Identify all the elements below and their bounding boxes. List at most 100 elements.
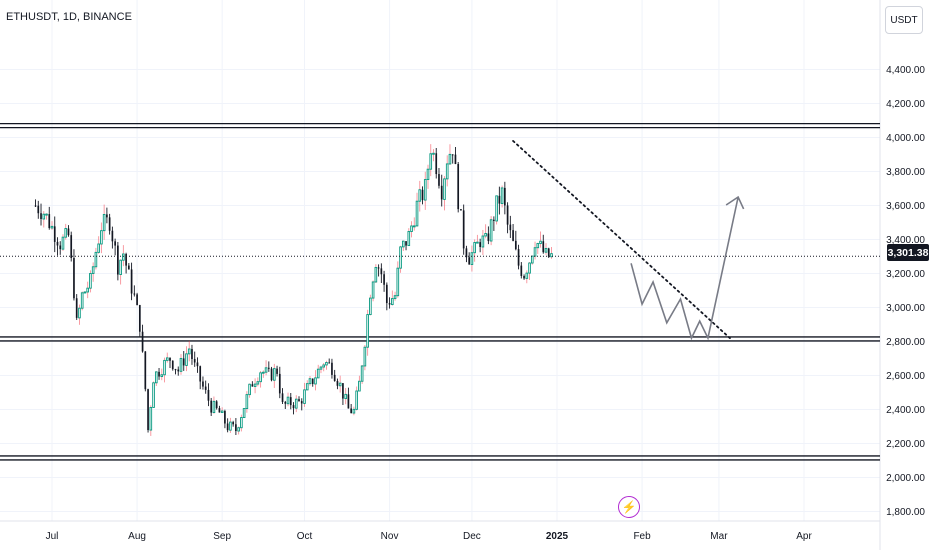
last-price-tag: 3,301.38 bbox=[887, 244, 929, 261]
symbol-title[interactable]: ETHUSDT, 1D, BINANCE bbox=[6, 11, 132, 23]
candle-body bbox=[325, 362, 328, 366]
candle-body bbox=[393, 295, 397, 300]
candle-body bbox=[371, 281, 375, 299]
time-tick-label: Mar bbox=[710, 531, 728, 542]
candle-body bbox=[224, 410, 226, 424]
candle-body bbox=[56, 241, 59, 246]
candle-body bbox=[117, 245, 119, 275]
candle-body bbox=[251, 384, 254, 387]
candle-body bbox=[276, 368, 278, 374]
price-tick-label: 4,200.00 bbox=[886, 99, 925, 110]
candle-body bbox=[423, 179, 427, 201]
candle-body bbox=[73, 258, 75, 299]
candle-body bbox=[114, 241, 116, 246]
support-resistance-levels[interactable] bbox=[0, 122, 880, 461]
candle-body bbox=[86, 287, 89, 293]
time-tick-label: Nov bbox=[381, 531, 399, 542]
candle-body bbox=[303, 389, 306, 404]
candle-body bbox=[152, 382, 155, 408]
candle-body bbox=[352, 408, 356, 414]
candle-body bbox=[91, 266, 95, 274]
candle-body bbox=[493, 219, 495, 221]
candle-body bbox=[399, 246, 402, 269]
candle-body bbox=[322, 364, 326, 368]
lightning-icon[interactable]: ⚡ bbox=[618, 496, 640, 518]
candle-body bbox=[292, 405, 295, 409]
price-tick-label: 3,600.00 bbox=[886, 201, 925, 212]
candle-body bbox=[67, 228, 70, 236]
candle-body bbox=[210, 400, 213, 413]
candle-body bbox=[232, 422, 234, 425]
candle-body bbox=[311, 378, 314, 384]
time-tick-label: Dec bbox=[463, 531, 481, 542]
candle-body bbox=[457, 164, 460, 210]
candle-body bbox=[426, 168, 430, 181]
candle-body bbox=[40, 213, 42, 219]
candle-body bbox=[336, 380, 339, 386]
candle-body bbox=[149, 407, 153, 431]
currency-button[interactable]: USDT bbox=[885, 6, 923, 34]
candle-body bbox=[300, 401, 303, 404]
candle-body bbox=[127, 265, 130, 270]
candle-body bbox=[278, 373, 281, 394]
price-tick-label: 2,600.00 bbox=[886, 371, 925, 382]
candle-body bbox=[489, 219, 493, 242]
candle-body bbox=[182, 358, 185, 366]
candle-body bbox=[484, 233, 487, 237]
forecast-arrowhead[interactable] bbox=[725, 195, 745, 210]
candle-body bbox=[435, 153, 438, 175]
candle-body bbox=[264, 367, 268, 373]
candle-body bbox=[262, 371, 265, 374]
candle-body bbox=[360, 365, 364, 382]
candle-body bbox=[443, 178, 446, 200]
candle-body bbox=[308, 378, 312, 385]
candle-body bbox=[196, 362, 199, 367]
time-tick-label: Apr bbox=[796, 531, 812, 542]
candle-body bbox=[94, 251, 98, 268]
forecast-path-layer[interactable] bbox=[630, 195, 745, 341]
candle-body bbox=[487, 233, 490, 242]
time-axis[interactable]: Jul Aug Sep Oct Nov Dec 2025 Feb Mar Apr bbox=[46, 531, 813, 542]
candle-body bbox=[391, 298, 394, 306]
price-tick-label: 4,000.00 bbox=[886, 133, 925, 144]
trendline-layer[interactable] bbox=[512, 139, 731, 340]
candle-body bbox=[133, 293, 136, 295]
candle-body bbox=[229, 421, 232, 431]
time-tick-label: Feb bbox=[633, 531, 651, 542]
candle-body bbox=[42, 213, 46, 220]
candle-body bbox=[187, 348, 191, 355]
candle-body bbox=[473, 242, 476, 254]
candle-body bbox=[160, 374, 164, 377]
time-tick-label: 2025 bbox=[546, 531, 569, 542]
price-tick-label: 4,400.00 bbox=[886, 65, 925, 76]
candle-body bbox=[179, 357, 183, 372]
candle-body bbox=[316, 368, 320, 379]
candle-body bbox=[451, 154, 454, 156]
candle-body bbox=[204, 386, 207, 390]
price-axis[interactable]: 1,800.00 2,000.00 2,200.00 2,400.00 2,600.00… bbox=[886, 65, 925, 518]
candle-body bbox=[355, 390, 358, 410]
candle-body bbox=[141, 331, 144, 352]
price-tick-label: 3,400.00 bbox=[886, 235, 925, 246]
candle-body bbox=[506, 205, 509, 225]
candle-body bbox=[358, 380, 361, 392]
candle-body bbox=[218, 408, 221, 413]
candle-body bbox=[481, 235, 485, 248]
candle-body bbox=[440, 185, 443, 200]
candle-body bbox=[514, 240, 517, 250]
candle-body bbox=[448, 153, 452, 165]
candle-body bbox=[432, 152, 435, 155]
candle-body bbox=[125, 253, 127, 266]
candle-body bbox=[169, 357, 171, 361]
dotted-trendline[interactable] bbox=[512, 139, 731, 340]
candle-body bbox=[544, 248, 548, 253]
candle-body bbox=[215, 401, 218, 409]
forecast-path[interactable] bbox=[630, 196, 739, 341]
candle-body bbox=[547, 248, 550, 257]
candle-body bbox=[410, 225, 413, 232]
candle-body bbox=[130, 269, 133, 294]
candle-body bbox=[479, 242, 481, 247]
grid-lines bbox=[0, 0, 880, 521]
